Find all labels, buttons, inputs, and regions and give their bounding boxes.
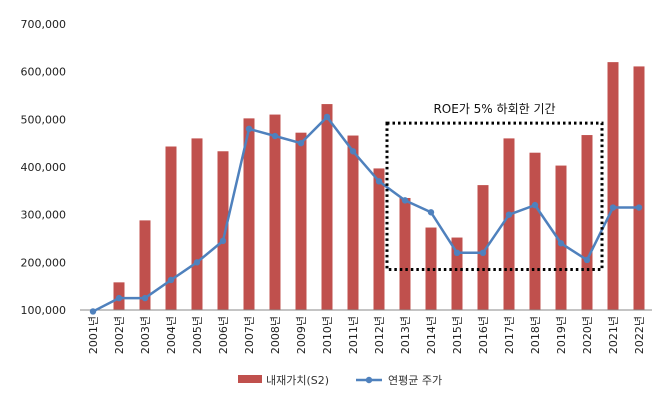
y-tick-label: 300,000 — [21, 209, 67, 222]
line-point — [89, 308, 97, 315]
legend-swatch-marker — [365, 376, 373, 384]
line-point — [323, 113, 331, 121]
x-tick-label: 2018년 — [529, 316, 542, 354]
bar — [139, 220, 151, 310]
line-point — [167, 276, 175, 284]
x-tick-label: 2003년 — [139, 316, 152, 354]
line-point — [557, 240, 565, 247]
annotation-label: ROE가 5% 하회한 기간 — [433, 102, 555, 116]
bar — [503, 138, 515, 310]
x-tick-label: 2007년 — [243, 316, 256, 354]
x-tick-label: 2012년 — [373, 316, 386, 354]
line-point — [219, 237, 227, 245]
bar — [399, 197, 411, 310]
bar — [217, 151, 229, 310]
line-point — [635, 204, 643, 211]
bar — [373, 168, 385, 310]
y-tick-label: 500,000 — [21, 113, 67, 126]
bar — [425, 227, 437, 310]
line-point — [349, 148, 357, 155]
bar — [243, 118, 255, 310]
bar — [321, 104, 333, 310]
bar — [633, 66, 645, 310]
bar — [555, 165, 567, 310]
line-point — [245, 125, 253, 133]
bar — [191, 138, 203, 310]
line-point — [271, 132, 279, 140]
legend-swatch-bar — [238, 375, 262, 383]
x-tick-label: 2015년 — [451, 316, 464, 354]
legend-label-bar: 내재가치(S2) — [266, 374, 329, 387]
bar — [607, 62, 619, 311]
line-point — [115, 294, 123, 302]
line-point — [193, 259, 201, 266]
line-point — [505, 211, 513, 218]
x-tick-label: 2016년 — [477, 316, 490, 354]
x-tick-label: 2005년 — [191, 316, 204, 354]
x-tick-label: 2013년 — [399, 316, 412, 354]
x-tick-label: 2020년 — [581, 316, 594, 354]
x-axis-ticks: 2001년 2002년 2003년 2004년 2005년 2006년 2007년 2008년… — [87, 316, 646, 354]
bar — [165, 146, 177, 310]
bar — [347, 135, 359, 310]
line-point — [531, 201, 539, 209]
line-point — [401, 197, 409, 204]
y-tick-label: 600,000 — [21, 66, 67, 79]
x-tick-label: 2011년 — [347, 316, 360, 354]
x-tick-label: 2019년 — [555, 316, 568, 354]
line-series — [89, 113, 643, 315]
x-tick-label: 2014년 — [425, 316, 438, 354]
bar — [451, 237, 463, 310]
y-axis-ticks: 100,000 200,000 300,000 400,000 500,000 600,0… — [21, 18, 67, 317]
bar — [477, 185, 489, 310]
x-tick-label: 2021년 — [607, 316, 620, 354]
x-tick-label: 2008년 — [269, 316, 282, 354]
x-tick-label: 2010년 — [321, 316, 334, 354]
line-point — [141, 294, 149, 302]
line-path — [92, 115, 639, 313]
x-tick-label: 2002년 — [113, 316, 126, 354]
x-tick-label: 2001년 — [87, 316, 100, 354]
line-point — [609, 204, 617, 211]
y-tick-label: 100,000 — [21, 304, 67, 317]
line-point — [453, 249, 461, 256]
x-tick-label: 2004년 — [165, 316, 178, 354]
bar — [269, 114, 281, 310]
y-tick-label: 200,000 — [21, 256, 67, 269]
x-tick-label: 2009년 — [295, 316, 308, 354]
annotation: ROE가 5% 하회한 기간 — [385, 102, 604, 271]
bar — [581, 135, 593, 310]
x-tick-label: 2017년 — [503, 316, 516, 354]
annotation-box — [385, 121, 604, 271]
line-point — [297, 139, 305, 147]
line-point — [375, 178, 383, 185]
y-tick-label: 400,000 — [21, 161, 67, 174]
legend: 내재가치(S2) 연평균 주가 — [238, 374, 442, 387]
x-tick-label: 2006년 — [217, 316, 230, 354]
legend-label-line: 연평균 주가 — [388, 374, 442, 387]
y-tick-label: 700,000 — [21, 18, 67, 31]
line-point — [583, 256, 591, 264]
bar — [295, 132, 307, 310]
line-point — [427, 209, 435, 216]
line-point — [479, 249, 487, 256]
x-tick-label: 2022년 — [633, 316, 646, 354]
bar — [529, 152, 541, 310]
bar-series — [113, 62, 645, 311]
